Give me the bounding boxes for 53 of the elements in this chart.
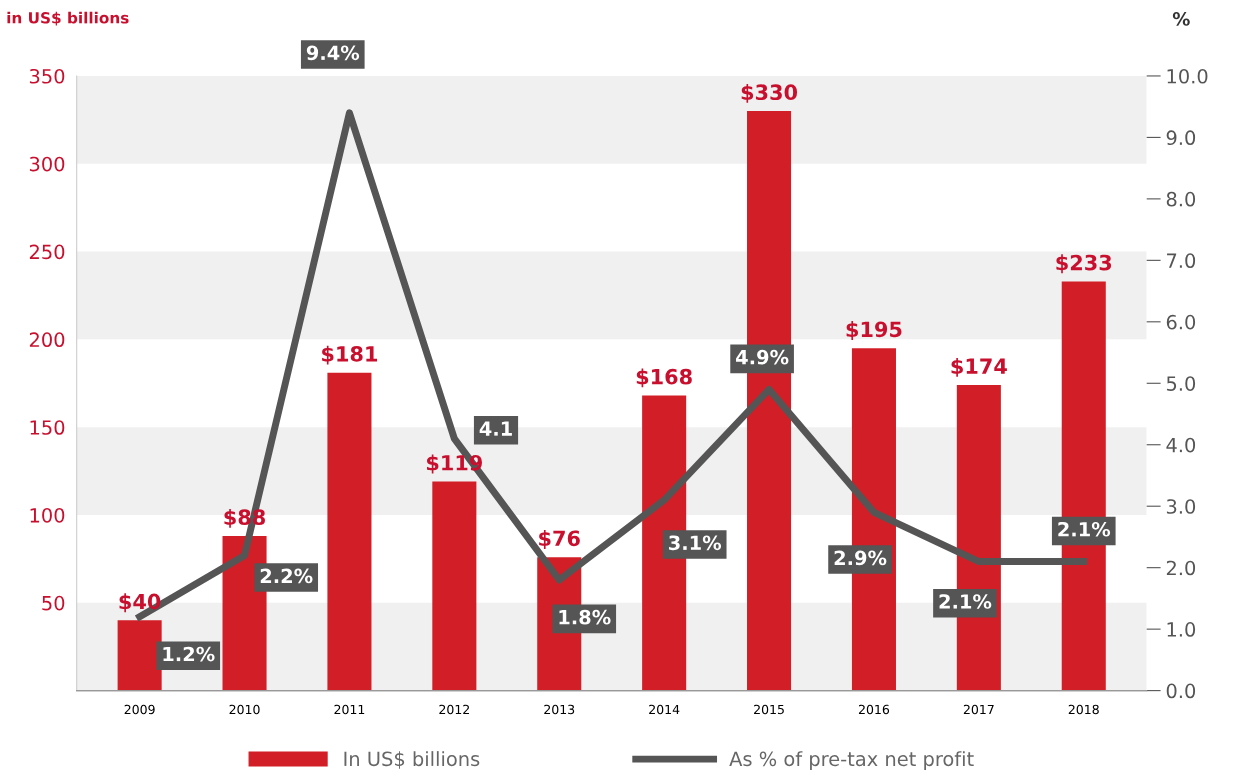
y2-tick-label: 3.0 [1166,499,1196,514]
x-tick-label: 2014 [649,704,680,715]
data-label: 4.1 [479,421,512,436]
x-tick-label: 2018 [1068,704,1099,715]
x-tick-label: 2013 [544,704,575,715]
y2-tick-label: 0.0 [1166,683,1196,699]
bar [117,620,162,691]
y-tick-label: 200 [29,332,65,348]
y-tick-label: 350 [29,68,65,84]
y2-tick-label: 6.0 [1166,314,1196,330]
data-label: $330 [741,83,798,103]
y2-axis-title: % [1172,12,1190,26]
legend-label: As % of pre-tax net profit [729,751,974,770]
y2-tick-label: 7.0 [1167,253,1196,269]
data-label: 2.1% [939,594,992,609]
y-tick-label: 250 [29,244,65,260]
data-label: $174 [951,357,1007,377]
bar [432,481,477,691]
x-tick-label: 2016 [858,704,890,715]
y-tick-label: 150 [30,420,65,435]
data-label: 2.9% [834,550,887,566]
y2-tick-label: 10.0 [1167,68,1208,84]
data-label: $40 [119,593,161,613]
y2-tick-label: 1.0 [1167,622,1196,637]
legend-label: In US$ billions [344,751,480,769]
x-tick-label: 2015 [754,704,784,715]
data-label: $76 [539,530,580,549]
data-label: 9.4% [306,45,360,61]
data-label: 2.1% [1058,521,1111,537]
bar [327,372,372,691]
y-tick-label: 50 [42,595,65,611]
data-label: 1.2% [163,646,215,662]
x-tick-label: 2012 [439,704,469,715]
data-label: $233 [1056,254,1112,274]
data-label: $168 [636,368,692,388]
y-axis-title: in US$ billions [7,11,129,26]
y2-tick-label: 4.0 [1166,437,1196,453]
x-tick-label: 2010 [229,704,260,715]
y2-tick-label: 2.0 [1166,560,1196,576]
y2-tick-label: 8.0 [1166,191,1196,207]
data-label: 1.8% [559,609,611,625]
y2-tick-label: 9.0 [1166,130,1196,146]
data-label: 3.1% [669,535,722,551]
data-label: 4.9% [736,349,789,365]
data-label: $195 [846,321,902,340]
x-tick-label: 2017 [963,704,994,715]
data-label: $181 [322,345,377,365]
x-tick-label: 2011 [334,704,365,715]
x-tick-label: 2009 [124,704,155,715]
y-tick-label: 300 [29,156,65,172]
y-tick-label: 100 [30,507,65,523]
data-label: 2.2% [260,568,313,584]
y2-tick-label: 5.0 [1166,376,1196,391]
